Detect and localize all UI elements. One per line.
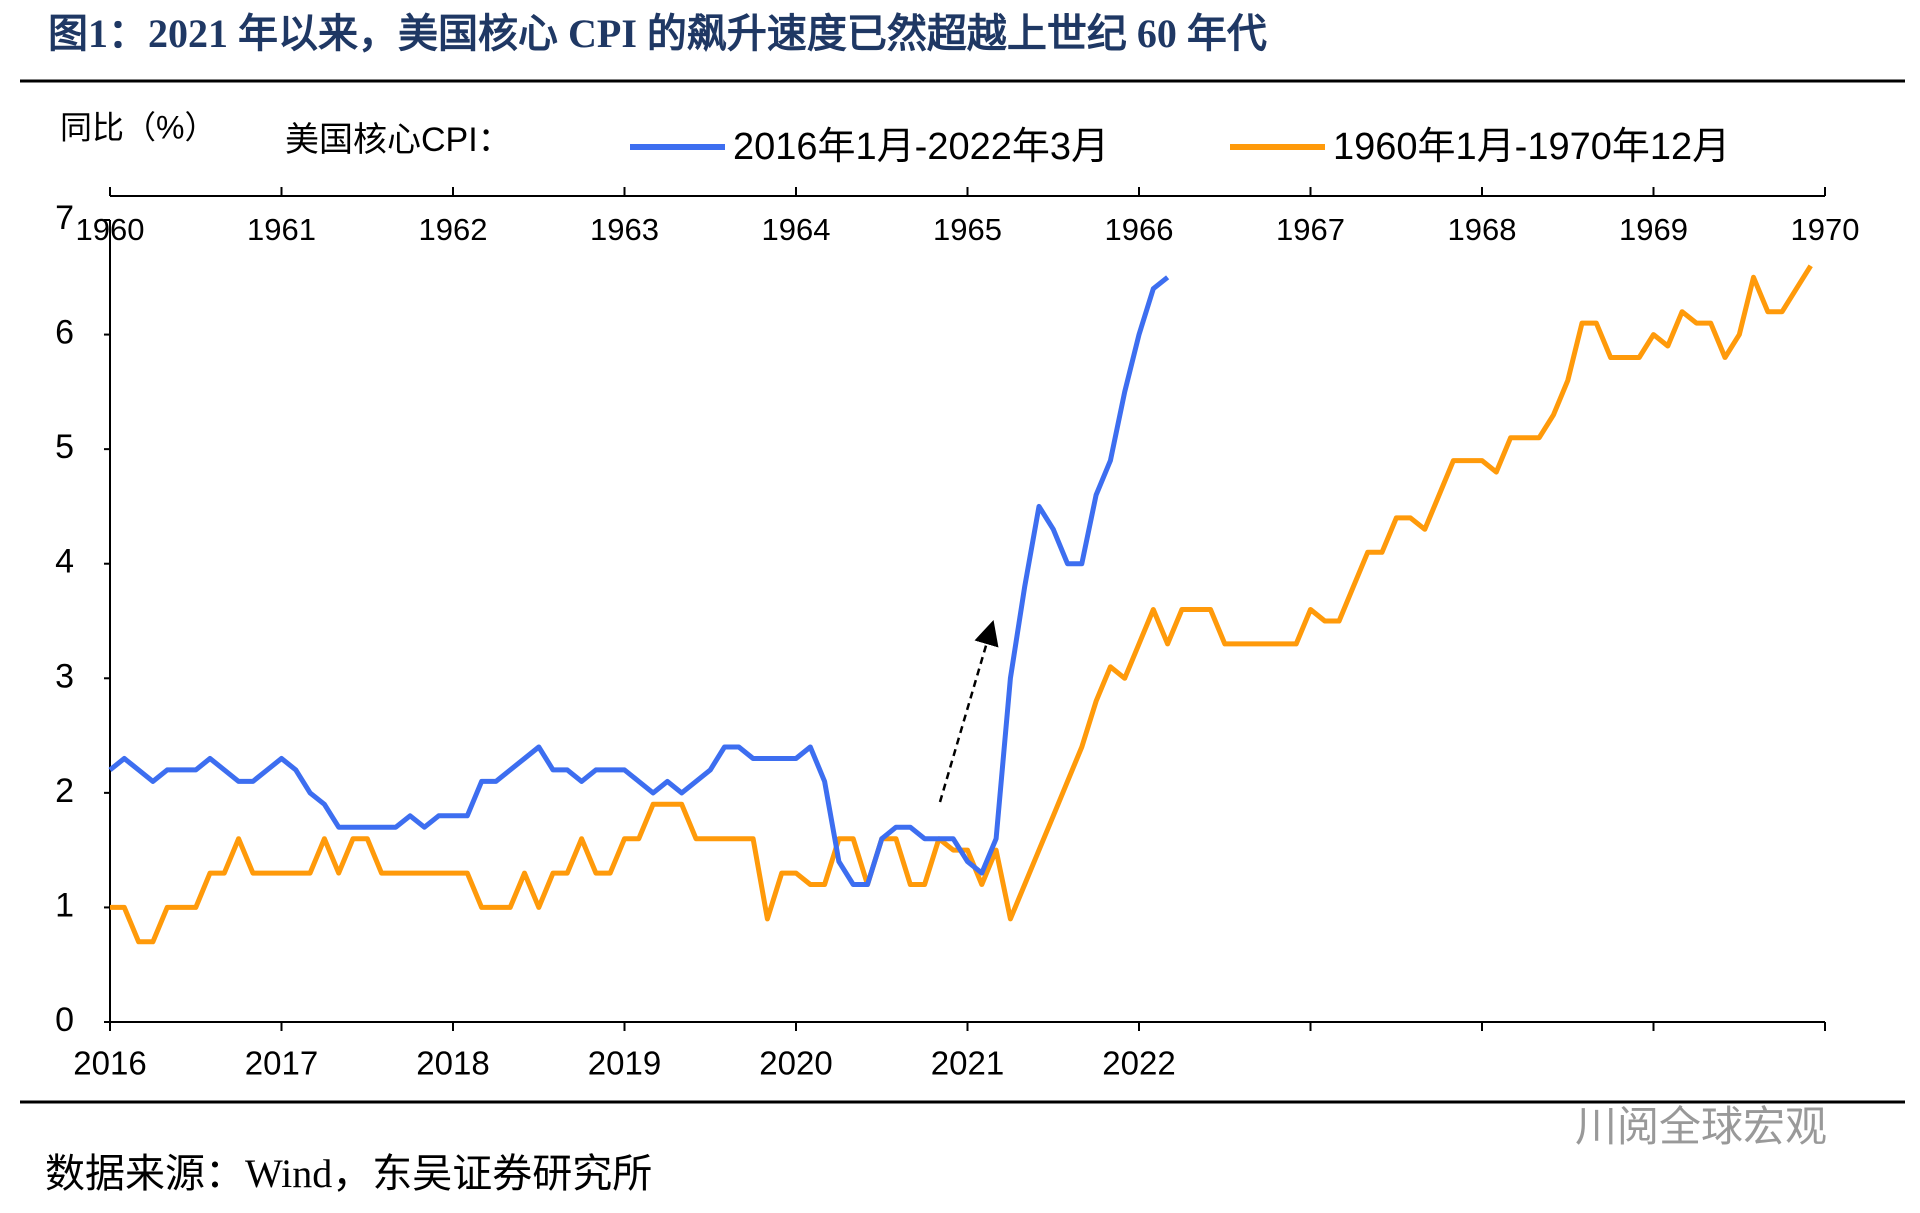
- x2-tick-label: 1962: [419, 212, 488, 247]
- x2-tick-label: 1968: [1448, 212, 1517, 247]
- y-tick-label: 3: [55, 657, 74, 695]
- x2-tick-label: 1969: [1619, 212, 1688, 247]
- x-tick-label: 2017: [245, 1045, 318, 1082]
- page-title: 图1：2021 年以来，美国核心 CPI 的飙升速度已然超越上世纪 60 年代: [48, 11, 1267, 56]
- legend-title: 美国核心CPI：: [285, 121, 512, 159]
- x-tick-label: 2020: [759, 1045, 832, 1082]
- x2-tick-label: 1967: [1276, 212, 1345, 247]
- y-tick-label: 7: [55, 199, 74, 237]
- y-tick-label: 2: [55, 772, 74, 810]
- y-tick-label: 1: [55, 886, 74, 924]
- legend-label: 1960年1月-1970年12月: [1333, 126, 1730, 168]
- series-line: [108, 275, 1170, 887]
- x-tick-label: 2019: [588, 1045, 661, 1082]
- legend-label: 2016年1月-2022年3月: [733, 126, 1109, 168]
- x2-tick-label: 1963: [590, 212, 659, 247]
- source: 数据来源：Wind，东吴证券研究所: [45, 1151, 652, 1196]
- x2-tick-label: 1965: [933, 212, 1002, 247]
- x2-tick-label: 1961: [247, 212, 316, 247]
- series-line: [110, 264, 1813, 945]
- y-tick-label: 6: [55, 314, 74, 352]
- x-tick-label: 2016: [73, 1045, 146, 1082]
- annotation-arrow: [938, 620, 999, 803]
- x2-tick-label: 1966: [1105, 212, 1174, 247]
- y-axis-label: 同比（%）: [60, 109, 216, 145]
- x2-tick-label: 1960: [76, 212, 145, 247]
- x-tick-label: 2021: [931, 1045, 1004, 1082]
- watermark: 川阅全球宏观: [1575, 1103, 1827, 1150]
- x-tick-label: 2022: [1102, 1045, 1175, 1082]
- y-tick-label: 0: [55, 1001, 74, 1039]
- x2-tick-label: 1964: [762, 212, 831, 247]
- x2-tick-label: 1970: [1791, 212, 1860, 247]
- y-tick-label: 4: [55, 543, 74, 581]
- y-tick-label: 5: [55, 428, 74, 466]
- x-tick-label: 2018: [416, 1045, 489, 1082]
